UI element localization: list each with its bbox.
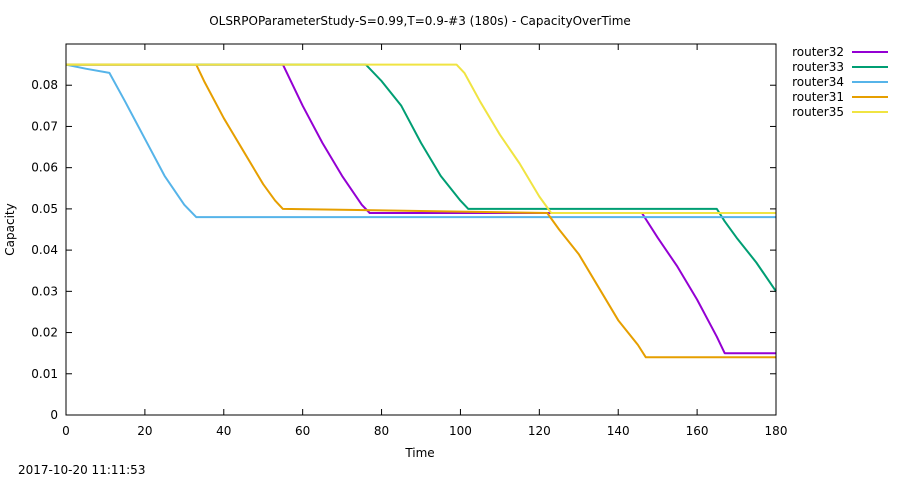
x-tick-label: 120	[528, 424, 551, 438]
plot-frame	[65, 43, 777, 416]
y-tick-label: 0.07	[31, 119, 58, 133]
chart-title: OLSRPOParameterStudy-S=0.99,T=0.9-#3 (18…	[209, 14, 631, 28]
y-tick-label: 0.08	[31, 78, 58, 92]
x-tick-label: 160	[686, 424, 709, 438]
x-axis-label: Time	[404, 446, 434, 460]
x-tick-label: 40	[216, 424, 231, 438]
x-tick-label: 20	[137, 424, 152, 438]
legend-label: router35	[792, 105, 844, 119]
legend-label: router31	[792, 90, 844, 104]
y-tick-label: 0.04	[31, 243, 58, 257]
axis-ticks: 0 20 40 60 80 100 120 140 160 180 0 0.01 0.02 0.03 0.0…	[31, 44, 787, 438]
series-line-router32	[66, 63, 776, 355]
y-tick-label: 0.02	[31, 326, 58, 340]
y-tick-label: 0.03	[31, 284, 58, 298]
y-axis-label: Capacity	[3, 203, 17, 255]
legend-label: router34	[792, 75, 844, 89]
y-tick-label: 0.06	[31, 161, 58, 175]
series-line-router31	[66, 63, 776, 359]
x-tick-label: 140	[607, 424, 630, 438]
legend-label: router32	[792, 45, 844, 59]
x-tick-label: 80	[374, 424, 389, 438]
y-tick-label: 0	[50, 408, 58, 422]
series-line-router34	[65, 63, 776, 219]
series-line-router35	[66, 63, 776, 214]
series-line-router33	[66, 63, 777, 292]
x-tick-label: 100	[449, 424, 472, 438]
y-tick-label: 0.01	[31, 367, 58, 381]
x-tick-label: 0	[62, 424, 70, 438]
x-tick-label: 60	[295, 424, 310, 438]
timestamp: 2017-10-20 11:11:53	[18, 463, 146, 477]
y-tick-label: 0.05	[31, 202, 58, 216]
plot-series	[65, 63, 777, 359]
x-tick-label: 180	[765, 424, 788, 438]
legend-label: router33	[792, 60, 844, 74]
